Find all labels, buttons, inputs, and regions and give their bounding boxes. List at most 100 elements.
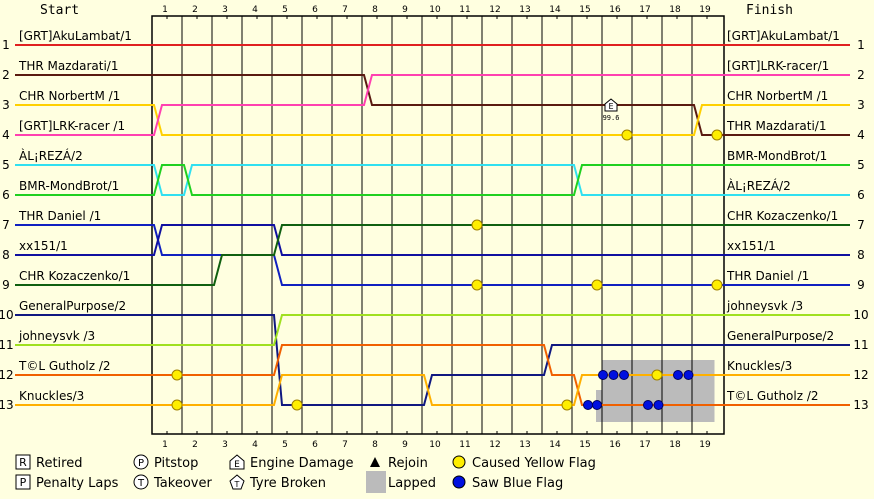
blue-flag-marker <box>608 370 619 380</box>
yellow-flag-marker <box>561 399 573 411</box>
lap-tick-bottom: 17 <box>639 440 650 450</box>
lap-tick-bottom: 5 <box>282 440 288 450</box>
lap-tick-bottom: 18 <box>669 440 681 450</box>
lap-tick-bottom: 7 <box>342 440 348 450</box>
tyre-broken-icon <box>229 474 245 490</box>
engine-damage-letter: E <box>608 102 613 111</box>
lap-tick-top: 13 <box>519 5 530 15</box>
lap-tick-bottom: 12 <box>489 440 500 450</box>
lap-tick-top: 1 <box>162 5 168 15</box>
series-line <box>15 224 850 286</box>
start-driver-label: [GRT]AkuLambat/1 <box>19 29 132 43</box>
lap-tick-top: 10 <box>429 5 441 15</box>
start-driver-label: BMR-MondBrot/1 <box>19 179 119 193</box>
lap-tick-top: 2 <box>192 5 198 15</box>
legend-circle-letter: P <box>138 458 144 469</box>
blue-flag-marker <box>583 400 593 410</box>
position-number-left: 5 <box>2 158 10 172</box>
blue-flag-marker <box>598 370 608 380</box>
position-number-left: 10 <box>0 308 14 322</box>
lap-tick-bottom: 1 <box>162 440 168 450</box>
start-driver-label: CHR Kozaczenko/1 <box>19 269 130 283</box>
lap-tick-bottom: 19 <box>699 440 711 450</box>
position-number-right: 2 <box>857 68 865 82</box>
legend-label: Engine Damage <box>250 456 354 471</box>
lap-tick-bottom: 15 <box>579 440 590 450</box>
finish-driver-label: Knuckles/3 <box>727 359 792 373</box>
lap-tick-bottom: 16 <box>609 440 621 450</box>
series-line <box>15 314 850 346</box>
start-driver-label: THR Mazdarati/1 <box>18 59 119 73</box>
start-driver-label: [GRT]LRK-racer /1 <box>19 119 125 133</box>
yellow-flag-icon <box>452 455 466 469</box>
legend-box-letter: R <box>19 456 27 469</box>
lap-tick-top: 16 <box>609 5 621 15</box>
series-line <box>15 164 850 196</box>
yellow-flag-marker <box>651 369 663 381</box>
yellow-flag-marker <box>711 279 723 291</box>
lap-tick-top: 14 <box>549 5 561 15</box>
legend-box-icon <box>15 454 31 470</box>
lap-tick-bottom: 9 <box>402 440 408 450</box>
lap-tick-top: 5 <box>282 5 288 15</box>
yellow-flag-marker <box>471 219 483 231</box>
series-line <box>15 224 850 256</box>
legend-circle-icon <box>133 474 149 490</box>
position-number-left: 1 <box>2 38 10 52</box>
position-number-left: 6 <box>2 188 10 202</box>
blue-flag-icon <box>452 475 466 489</box>
yellow-flag-marker <box>711 129 723 141</box>
blue-flag-marker <box>683 370 694 380</box>
yellow-flag-marker <box>471 279 483 291</box>
position-number-left: 2 <box>2 68 10 82</box>
finish-header: Finish <box>746 3 793 18</box>
finish-driver-label: CHR Kozaczenko/1 <box>727 209 838 223</box>
lap-tick-bottom: 4 <box>252 440 258 450</box>
finish-driver-label: BMR-MondBrot/1 <box>727 149 827 163</box>
position-number-right: 12 <box>853 368 868 382</box>
start-driver-label: xx151/1 <box>19 239 68 253</box>
series-line <box>15 74 850 136</box>
start-driver-label: CHR NorbertM /1 <box>19 89 120 103</box>
legend-label: Lapped <box>388 476 436 491</box>
start-driver-label: ÀL¡REZÁ/2 <box>19 148 83 163</box>
lap-tick-bottom: 6 <box>312 440 318 450</box>
blue-flag-marker <box>592 400 602 410</box>
series-line <box>15 164 850 196</box>
engine-damage-icon <box>229 454 245 470</box>
lap-tick-bottom: 11 <box>459 440 470 450</box>
start-header: Start <box>40 3 79 18</box>
yellow-flag-marker <box>621 129 633 141</box>
lapped-icon <box>366 471 386 493</box>
engine-damage-value: 99.6 <box>603 114 620 122</box>
legend-label: Pitstop <box>154 456 198 471</box>
start-driver-label: Knuckles/3 <box>19 389 84 403</box>
yellow-flag-marker <box>291 399 303 411</box>
lap-tick-top: 17 <box>639 5 650 15</box>
lap-tick-bottom: 14 <box>549 440 561 450</box>
blue-flag-marker <box>653 400 664 410</box>
blue-flag-marker <box>643 400 653 410</box>
position-number-right: 8 <box>857 248 865 262</box>
finish-driver-label: [GRT]LRK-racer/1 <box>727 59 829 73</box>
legend-tyre-letter: T <box>234 480 240 489</box>
legend: R Retired P Pitstop E Engine Damage Rejoin Caus… <box>15 454 596 493</box>
lap-tick-top: 7 <box>342 5 348 15</box>
finish-driver-label: THR Daniel /1 <box>726 269 809 283</box>
position-number-right: 10 <box>853 308 868 322</box>
position-number-left: 4 <box>2 128 10 142</box>
lap-tick-top: 19 <box>699 5 711 15</box>
legend-label: Saw Blue Flag <box>472 476 563 491</box>
position-number-right: 4 <box>857 128 865 142</box>
legend-label: Takeover <box>153 476 212 491</box>
series-line <box>15 344 850 406</box>
series-line <box>15 74 850 136</box>
lap-tick-top: 6 <box>312 5 318 15</box>
position-number-left: 8 <box>2 248 10 262</box>
position-number-left: 3 <box>2 98 10 112</box>
position-number-left: 13 <box>0 398 14 412</box>
rejoin-icon <box>370 457 380 467</box>
